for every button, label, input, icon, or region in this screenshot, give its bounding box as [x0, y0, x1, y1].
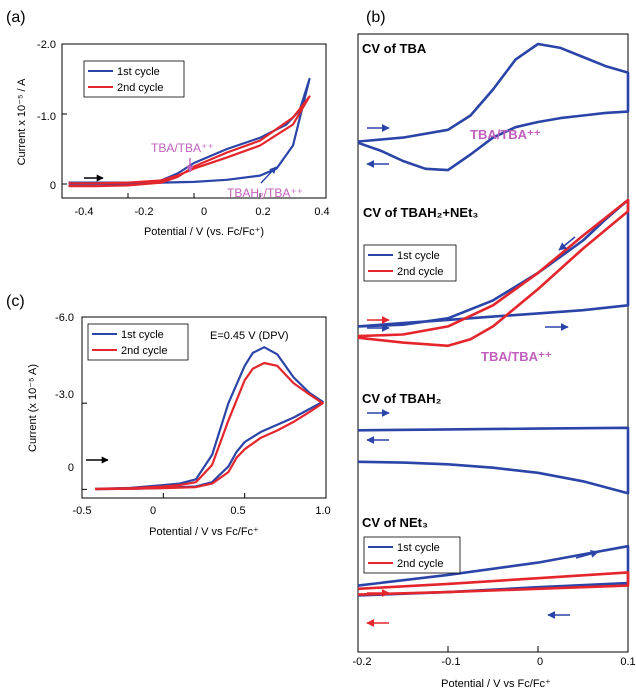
- tick-marks: [357, 646, 629, 652]
- annotation: TBA/TBA⁺⁺: [481, 349, 552, 364]
- series-group: [68, 77, 311, 188]
- plot-frame: [81, 316, 327, 499]
- panel-c: (c) -6.0 -3.0 0 -0.5 0 0.5 1.0 Potential…: [6, 293, 331, 538]
- x-tick-label: 0: [201, 206, 207, 218]
- y-tick-label: -3.0: [55, 389, 74, 401]
- annotation: E=0.45 V (DPV): [210, 330, 289, 342]
- series-line-2nd-cycle: [357, 198, 630, 348]
- annotation: TBA/TBA⁺⁺: [151, 141, 214, 155]
- y-tick-label: 0: [68, 462, 74, 474]
- annotation: TBA/TBA⁺⁺: [470, 127, 541, 142]
- y-axis-label: Current x 10⁻⁵ / A: [16, 78, 28, 165]
- legend: [363, 244, 457, 282]
- series-group: [94, 346, 324, 491]
- series-line-1st-cycle: [357, 42, 630, 172]
- tick-marks: [61, 43, 327, 198]
- x-tick-label: -0.1: [442, 656, 461, 668]
- legend-label: 1st cycle: [397, 250, 440, 262]
- x-tick-label: -0.2: [353, 656, 372, 668]
- panel-b: (b) -0.2 -0.1 0 0.1 Potential / V vs Fc/…: [353, 9, 636, 690]
- tick-marks: [81, 316, 327, 498]
- legend: [363, 536, 461, 574]
- series-line-2nd-cycle: [68, 95, 311, 188]
- x-tick-label: 1.0: [315, 505, 330, 517]
- panel-label-b: (b): [366, 9, 386, 26]
- series-line-1st-cycle: [94, 346, 324, 491]
- legend: [83, 60, 185, 98]
- y-tick-label: 0: [50, 180, 56, 192]
- legend-label: 2nd cycle: [117, 82, 163, 94]
- subplot-title: CV of TBAH₂+NEt₃: [363, 205, 478, 220]
- y-tick-label: -2.0: [37, 39, 56, 51]
- legend-label: 1st cycle: [397, 542, 440, 554]
- y-tick-label: -6.0: [55, 312, 74, 324]
- subplot-title: CV of TBA: [362, 41, 427, 56]
- panel-label-c: (c): [6, 293, 25, 310]
- x-tick-label: 0.5: [230, 505, 245, 517]
- legend: [87, 323, 189, 361]
- x-tick-label: 0: [150, 505, 156, 517]
- x-tick-label: 0.4: [314, 206, 329, 218]
- y-axis-label: Current (x 10⁻⁵ A): [27, 364, 39, 452]
- series-line-1st-cycle: [357, 426, 630, 495]
- x-tick-label: 0: [537, 656, 543, 668]
- x-axis-label: Potential / V (vs. Fc/Fc⁺): [144, 226, 264, 238]
- panel-a: (a) -2.0 -1.0 0 -0.4 -0.2 0 0.2 0.4 Pote…: [6, 9, 330, 238]
- legend-label: 2nd cycle: [397, 266, 443, 278]
- scan-direction-arrow: [558, 236, 576, 251]
- legend-label: 1st cycle: [117, 66, 160, 78]
- scan-direction-arrow: [575, 550, 599, 559]
- x-tick-label: -0.2: [135, 206, 154, 218]
- annotation: TBAH₂/TBA⁺⁺: [227, 186, 303, 200]
- x-tick-label: 0.2: [255, 206, 270, 218]
- y-tick-label: -1.0: [37, 111, 56, 123]
- series-line-2nd-cycle: [94, 361, 324, 491]
- panel-label-a: (a): [6, 9, 26, 26]
- plot-frame: [357, 33, 629, 653]
- series-group: [357, 42, 630, 597]
- subplot-title: CV of TBAH₂: [362, 391, 442, 406]
- x-axis-label: Potential / V vs Fc/Fc⁺: [441, 678, 551, 690]
- x-tick-label: -0.5: [73, 505, 92, 517]
- scan-direction-arrow: [260, 166, 277, 184]
- legend-label: 2nd cycle: [397, 558, 443, 570]
- series-line-2nd-cycle: [357, 571, 630, 596]
- subplot-title: CV of NEt₃: [362, 515, 428, 530]
- x-axis-label: Potential / V vs Fc/Fc⁺: [149, 526, 259, 538]
- x-tick-label: -0.4: [75, 206, 94, 218]
- legend-label: 1st cycle: [121, 329, 164, 341]
- x-tick-label: 0.1: [620, 656, 635, 668]
- legend-label: 2nd cycle: [121, 345, 167, 357]
